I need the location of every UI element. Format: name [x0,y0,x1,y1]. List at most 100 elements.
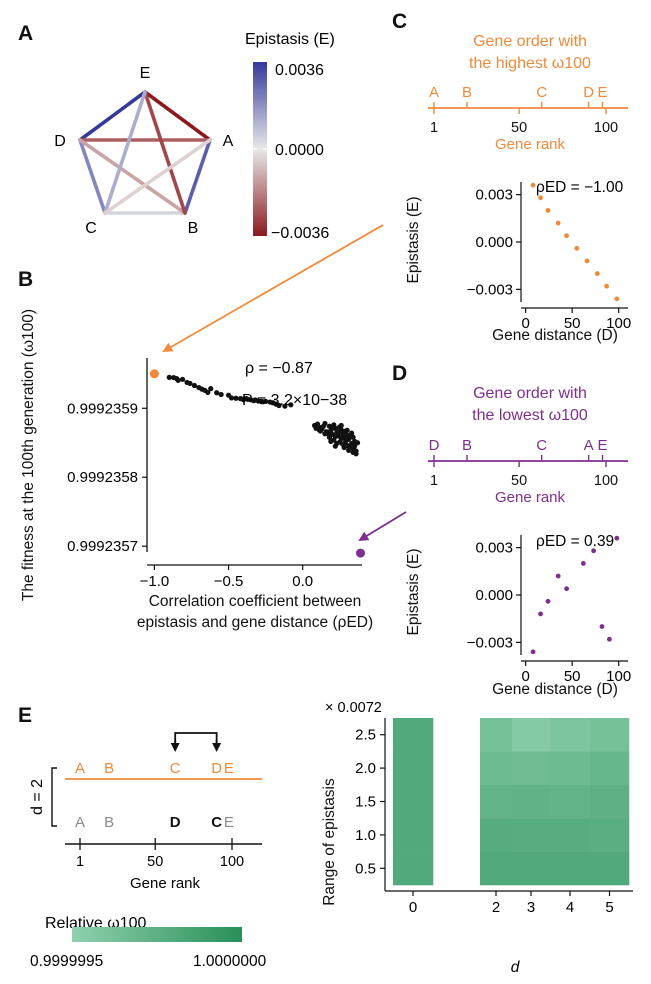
network-node-label: B [188,220,199,237]
e-top-gene-label: D [211,760,222,777]
e-bottom-gene-label: C [211,814,222,831]
epi-point [591,548,596,554]
heatmap-cell [590,784,630,819]
b-point [313,425,319,431]
network-node-label: A [223,133,234,150]
epi-point [564,233,569,239]
heatmap-cell [512,818,551,852]
e-top-gene-label: C [170,760,181,777]
panel-label-d: D [392,362,407,385]
e-swap-arrow [174,732,218,748]
epi-point [545,598,551,604]
network-edge [143,90,187,215]
epistasis-colorbar [253,62,267,236]
b-point [260,399,266,405]
epi-point [584,258,590,264]
heatmap-cell [393,851,434,886]
epi-point [614,296,620,302]
b-point [338,422,344,429]
c-title-line1: Gene order with [473,33,587,50]
epi-xtick-label: 100 [606,668,631,685]
network-edge [78,138,107,215]
epi-xtick-label: 50 [564,668,581,685]
e-heatmap-xlabel: d [511,959,521,976]
arrow-to-highest [162,224,384,352]
b-point [218,391,224,398]
b-point [240,397,246,403]
b-xtick-label: −0.5 [214,573,244,590]
b-point [208,386,214,392]
d-title-line2: the lowest ω100 [472,407,588,424]
c-ylabel: Epistasis (E) [405,197,422,284]
heatmap-cell [393,751,434,786]
b-point [228,395,235,401]
b-point [187,380,193,387]
epi-point [614,535,620,541]
epi-xtick-label: 0 [521,668,529,685]
e-rank-label: Gene rank [130,875,201,892]
network-node-label: E [140,65,151,82]
heatmap-xtick-label: 0 [409,899,417,916]
heatmap-cell [550,718,591,752]
e-rank-tick-label: 50 [147,854,163,870]
rank-tick-label: 50 [511,120,527,136]
e-bottom-gene-label: E [224,814,234,831]
heatmap-cell [393,784,434,819]
e-legend-max: 1.0000000 [193,953,267,970]
b-point [335,429,341,435]
b-point [343,438,349,444]
e-top-gene-label: E [224,760,234,777]
heatmap-cell [393,718,434,752]
heatmap-cell [480,818,513,852]
b-point [353,451,359,457]
c-rank-label: Gene rank [495,136,566,153]
rank-tick-label: 100 [594,120,618,136]
b-xlabel-line2: epistasis and gene distance (ρED) [137,614,373,631]
b-ylabel: The fitness at the 100th generation (ω10… [20,309,37,601]
b-xtick-label: −1.0 [140,573,170,590]
d-title-line1: Gene order with [473,385,587,402]
e-d-label: d = 2 [29,779,46,815]
gene-label: E [598,437,608,454]
b-point [351,443,358,449]
epi-point [564,586,569,592]
epi-ytick-label: 0.003 [475,540,513,557]
b-xtick-label: 0.0 [292,573,313,590]
gene-label: A [584,437,594,454]
epi-point [604,283,609,289]
heatmap-cell [512,784,551,819]
b-point [344,427,350,433]
d-epistasis-plot: 0.003 0.000 −0.003 0 50 100 [467,535,631,685]
e-legend-min: 0.9999995 [30,953,103,970]
e-rank-tick-label: 1 [76,854,84,870]
b-point [322,431,328,437]
gene-label: A [429,84,439,101]
b-ytick-label: 0.9992357 [67,538,138,555]
heatmap-cell [590,751,630,786]
gene-label: D [583,84,594,101]
e-legend-gradient [72,927,242,942]
network-edge [103,138,212,215]
c-title-line2: the highest ω100 [469,55,591,72]
b-point [329,425,335,431]
heatmap-cell [590,851,630,886]
b-point [341,431,347,438]
heatmap-cell [393,818,434,852]
b-scatter-points [149,369,366,558]
b-highlight-point-lowest [356,548,366,558]
gene-label: C [536,84,547,101]
d-gene-track: D B C A E 1 50 100 [428,437,628,489]
e-top-gene-label: A [75,760,85,777]
heatmap-cell [550,784,591,819]
c-rho: ρED = −1.00 [536,179,624,196]
gene-label: B [462,437,472,454]
b-point [341,444,347,451]
heatmap-xtick-label: 4 [566,899,574,916]
epi-xtick-label: 50 [564,315,581,332]
epi-point [606,636,612,642]
epi-xtick-label: 100 [606,315,631,332]
gene-label: D [429,437,440,454]
b-point [276,402,282,409]
b-rho: ρ = −0.87 [245,360,313,377]
